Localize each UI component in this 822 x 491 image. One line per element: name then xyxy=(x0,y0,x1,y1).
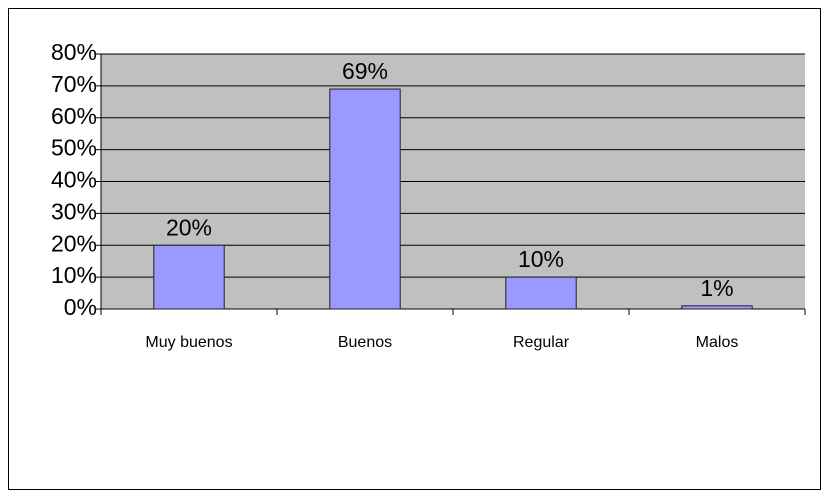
value-label: 69% xyxy=(342,58,388,84)
y-tick-label: 10% xyxy=(51,262,97,288)
y-tick-label: 20% xyxy=(51,230,97,256)
value-label: 20% xyxy=(166,214,212,240)
bar xyxy=(681,305,753,310)
x-tick-label: Muy buenos xyxy=(145,334,232,351)
y-tick-label: 70% xyxy=(51,71,97,97)
y-tick-label: 60% xyxy=(51,103,97,129)
y-tick-label: 40% xyxy=(51,167,97,193)
value-label: 10% xyxy=(518,246,564,272)
x-tick-label: Malos xyxy=(696,334,739,351)
bar xyxy=(505,276,577,310)
bar xyxy=(153,244,225,310)
y-tick-label: 30% xyxy=(51,198,97,224)
bar xyxy=(329,88,401,310)
y-tick-label: 0% xyxy=(64,294,97,320)
y-tick-label: 80% xyxy=(51,39,97,65)
x-tick-label: Buenos xyxy=(338,334,392,351)
y-tick-label: 50% xyxy=(51,135,97,161)
value-label: 1% xyxy=(700,275,733,301)
x-tick-label: Regular xyxy=(513,334,570,351)
